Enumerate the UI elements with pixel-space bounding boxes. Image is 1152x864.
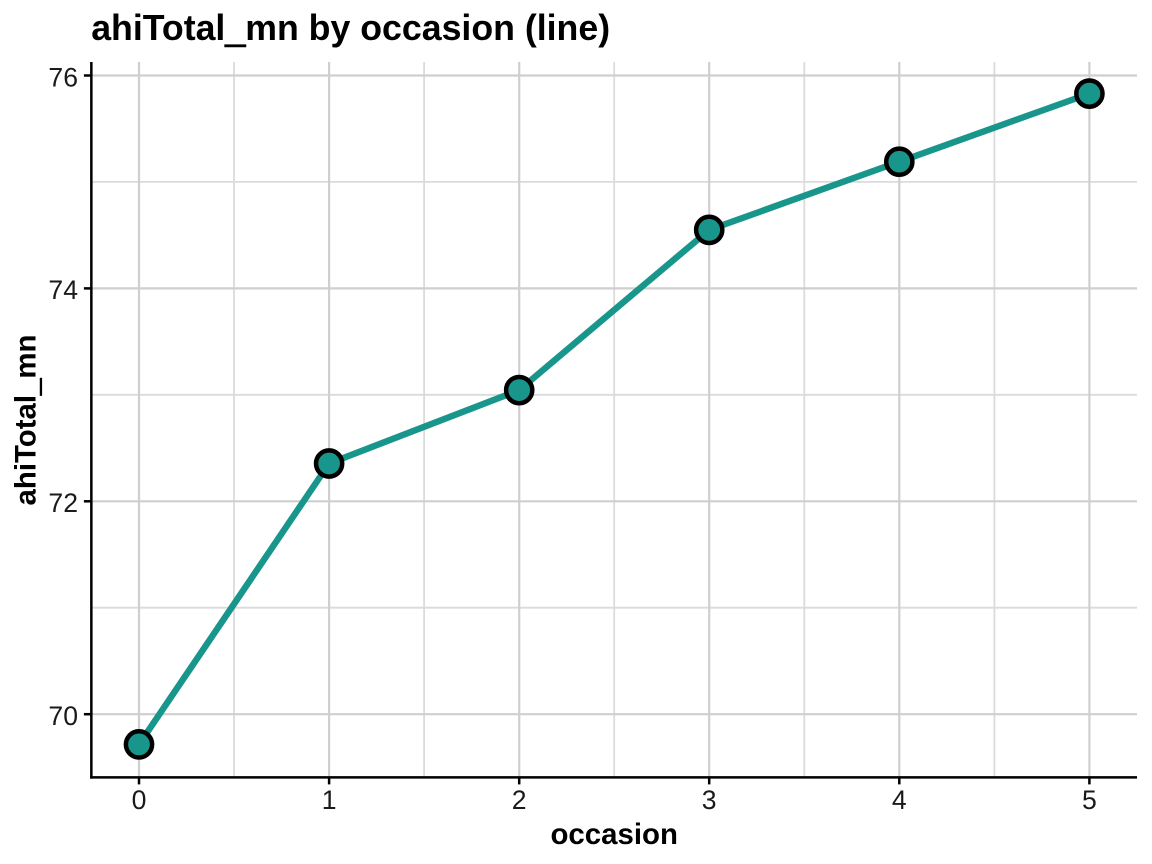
svg-text:1: 1 — [322, 785, 337, 815]
svg-text:76: 76 — [48, 62, 78, 92]
svg-text:0: 0 — [132, 785, 147, 815]
svg-text:70: 70 — [48, 701, 78, 731]
svg-text:ahiTotal_mn: ahiTotal_mn — [9, 335, 45, 506]
svg-text:72: 72 — [48, 488, 78, 518]
svg-text:3: 3 — [702, 785, 717, 815]
svg-text:2: 2 — [512, 785, 527, 815]
svg-text:ahiTotal_mn by occasion (line): ahiTotal_mn by occasion (line) — [91, 8, 610, 50]
svg-text:4: 4 — [892, 785, 907, 815]
svg-text:occasion: occasion — [550, 818, 677, 851]
svg-text:5: 5 — [1082, 785, 1097, 815]
svg-text:74: 74 — [48, 275, 78, 305]
